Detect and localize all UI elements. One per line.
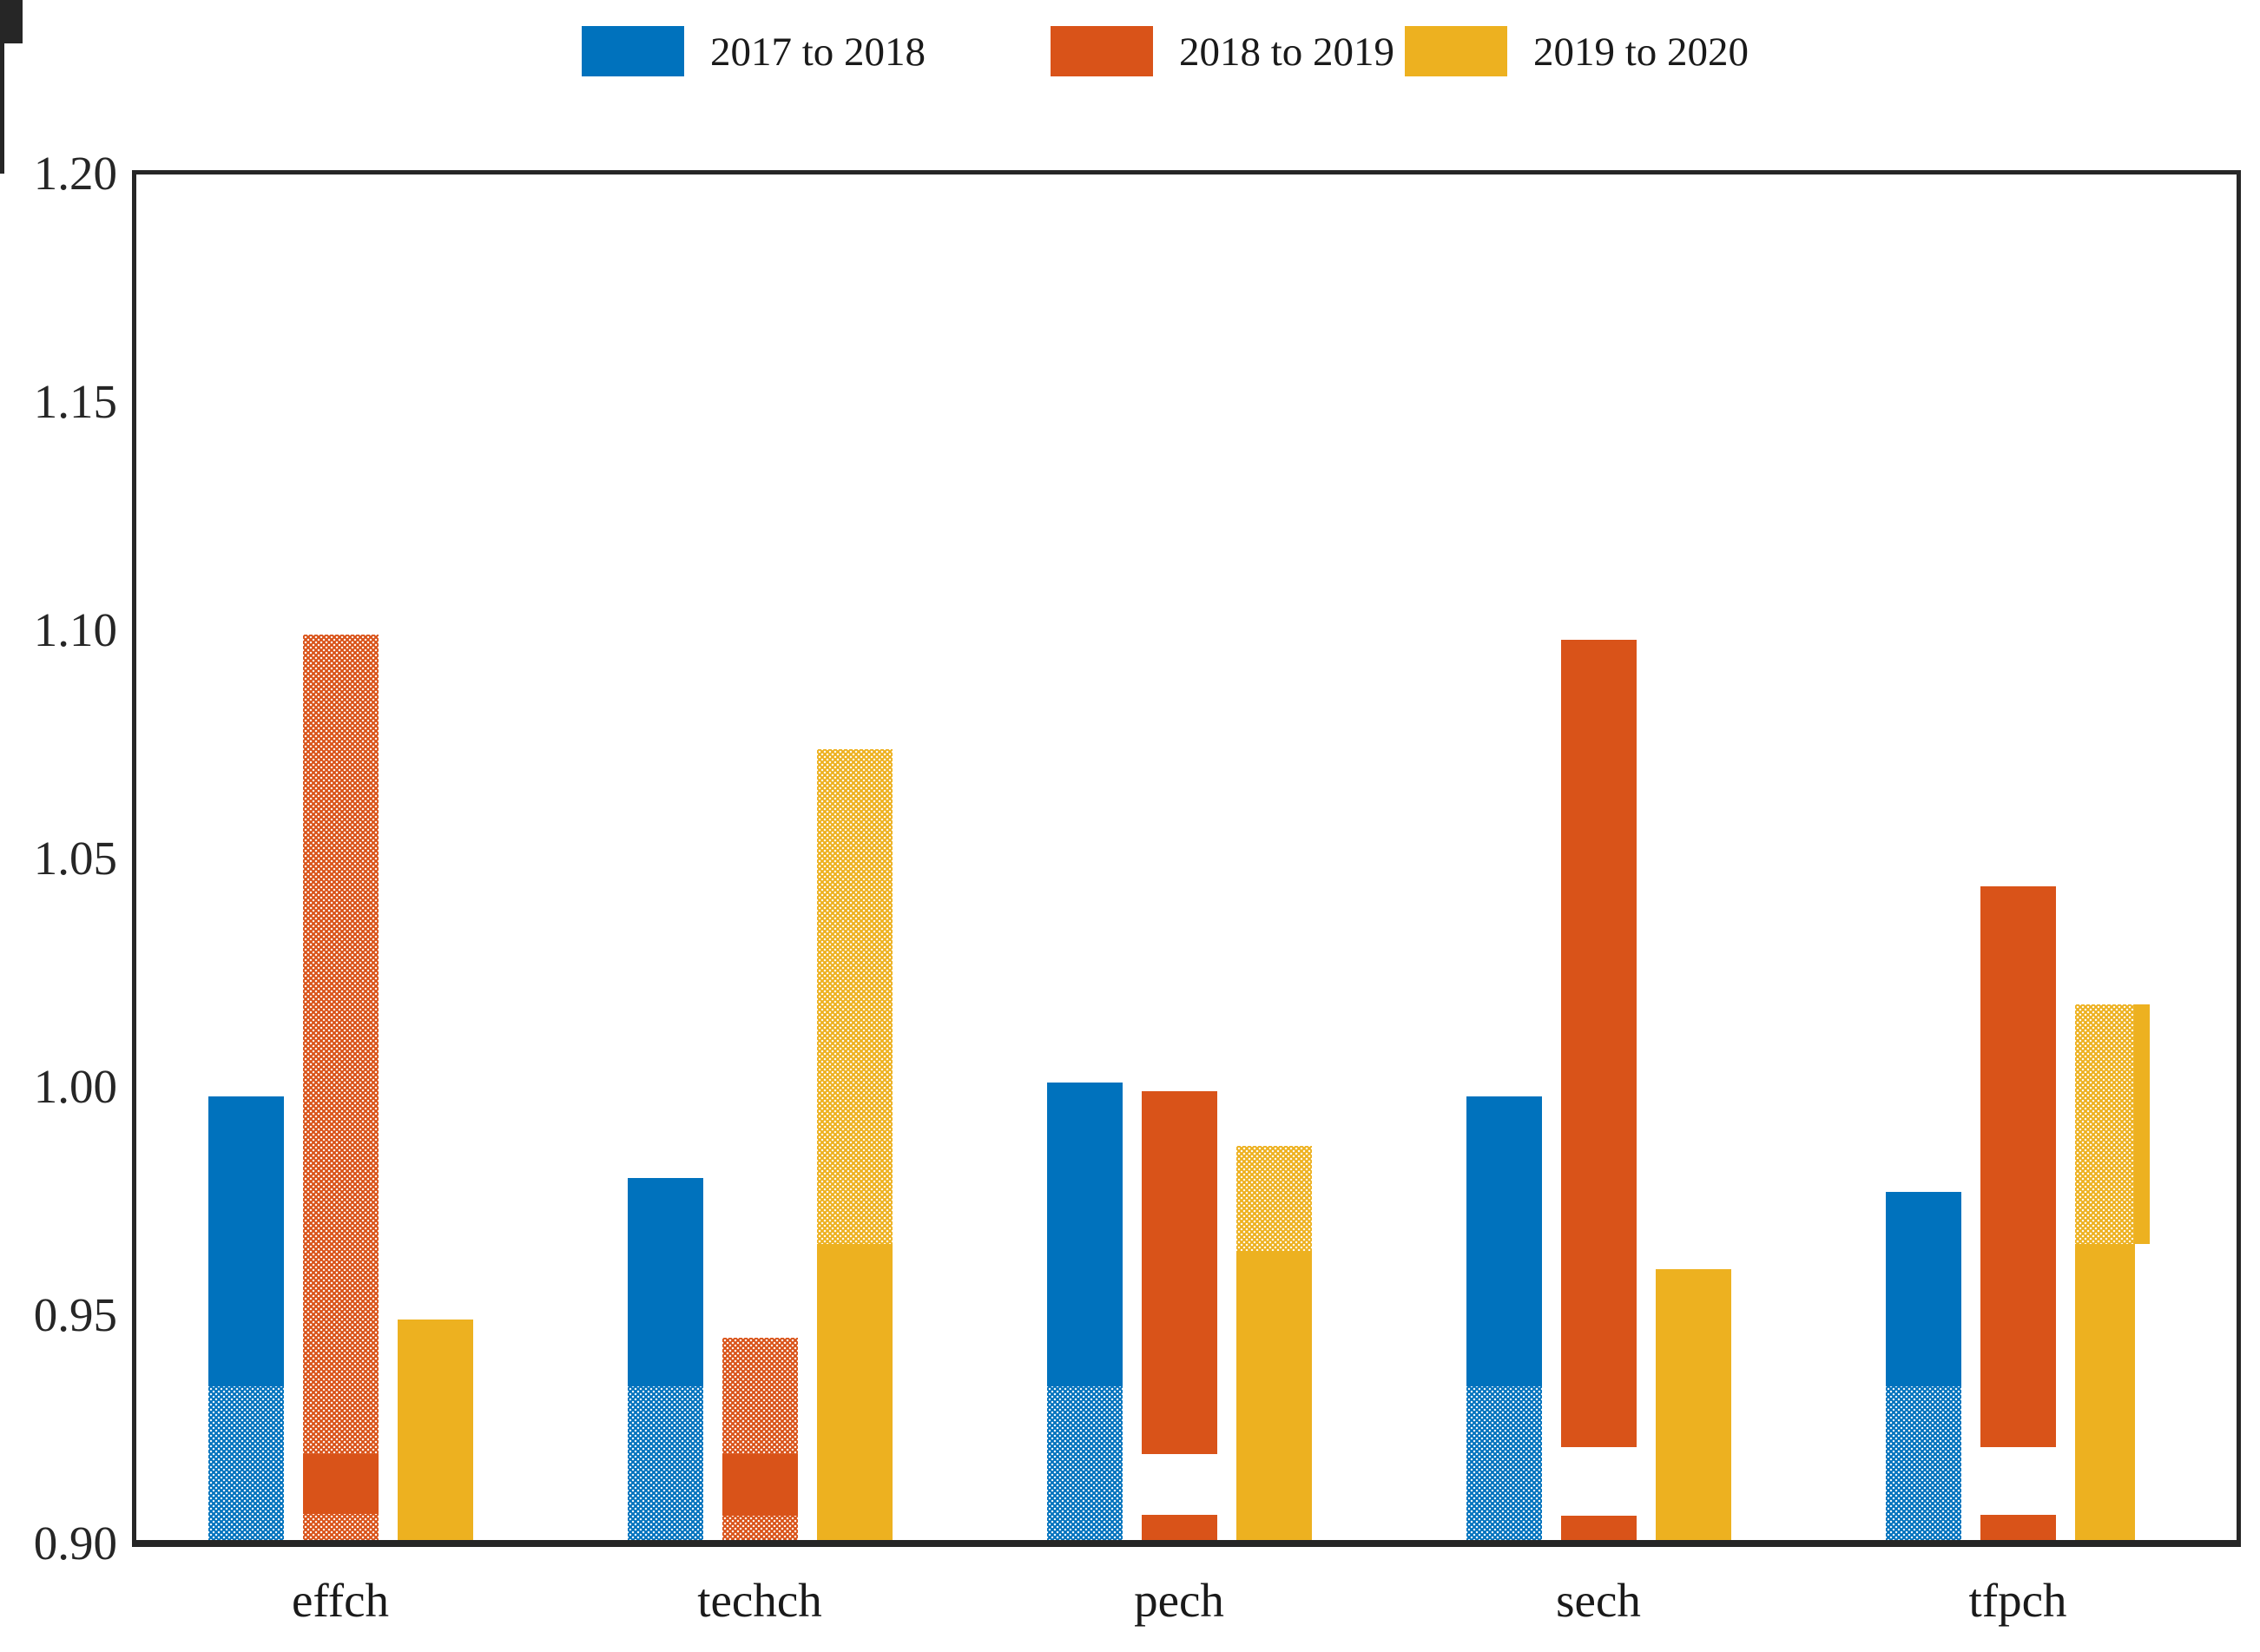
- bar-techch-2018-to-2019-segment: [721, 1338, 798, 1455]
- y-tick-mark-right: [0, 30, 23, 35]
- bar-techch-2017-to-2018-segment: [627, 1385, 703, 1543]
- legend-swatch-2019-to-2020: [1405, 26, 1507, 76]
- y-tick-label: 1.10: [33, 603, 117, 656]
- x-tick-mark: [0, 43, 4, 69]
- legend: 2017 to 2018 2018 to 2019 2019 to 2020: [0, 0, 2260, 104]
- y-tick-mark-right: [0, 4, 23, 9]
- y-tick-label: 0.95: [33, 1288, 117, 1341]
- x-category-label: effch: [292, 1574, 389, 1627]
- bar-techch-2019-to-2020-segment: [816, 1244, 893, 1543]
- y-tick-mark-right: [0, 22, 23, 26]
- x-tick-mark: [0, 122, 4, 148]
- bar-effch-2018-to-2019-segment: [302, 1454, 379, 1514]
- bar-techch-2019-to-2020-segment: [816, 748, 893, 1245]
- bar-tfpch-2018-to-2019-segment: [1980, 885, 2056, 1447]
- ticks-layer: [0, 0, 2260, 174]
- legend-swatch-2018-to-2019: [1051, 26, 1153, 76]
- bar-effch-2017-to-2018-segment: [208, 1096, 284, 1386]
- y-tick-mark-left: [0, 17, 23, 22]
- bar-techch-2017-to-2018-segment: [627, 1178, 703, 1386]
- y-tick-mark-left: [0, 9, 23, 13]
- bar-sech-2017-to-2018-segment: [1466, 1385, 1542, 1543]
- bar-tfpch-2018-to-2019-segment: [1980, 1514, 2056, 1543]
- bar-effch-2019-to-2020-segment: [397, 1320, 473, 1543]
- bar-pech-2019-to-2020-segment: [1235, 1146, 1312, 1252]
- x-category-label: sech: [1556, 1574, 1641, 1627]
- bar-techch-2018-to-2019-segment: [721, 1454, 798, 1517]
- x-tick-mark: [0, 69, 4, 95]
- bar-pech-2019-to-2020-segment: [1235, 1251, 1312, 1543]
- y-tick-mark-left: [0, 26, 23, 30]
- bar-sech-2017-to-2018-segment: [1466, 1096, 1542, 1386]
- x-category-label: pech: [1134, 1574, 1224, 1627]
- y-tick-mark-right: [0, 39, 23, 43]
- x-tick-mark: [0, 95, 4, 122]
- y-tick-label: 1.20: [33, 147, 117, 200]
- bar-pech-2017-to-2018-segment: [1046, 1385, 1123, 1543]
- bar-tfpch-2019-to-2020-segment: [2074, 1004, 2136, 1245]
- bar-effch-2017-to-2018-segment: [208, 1385, 284, 1543]
- y-tick-label: 1.05: [33, 832, 117, 885]
- bar-tfpch-2017-to-2018-segment: [1885, 1385, 1961, 1543]
- y-tick-label: 1.00: [33, 1060, 117, 1113]
- bar-pech-2017-to-2018-segment: [1046, 1082, 1123, 1386]
- y-tick-label: 1.15: [33, 375, 117, 428]
- x-category-label: tfpch: [1968, 1574, 2067, 1627]
- bar-pech-2018-to-2019-segment: [1141, 1514, 1217, 1543]
- x-tick-mark: [0, 148, 4, 174]
- y-tick-mark-right: [0, 13, 23, 17]
- x-category-label: techch: [697, 1574, 822, 1627]
- bar-pech-2018-to-2019-segment: [1141, 1091, 1217, 1454]
- x-axis-line: [132, 1540, 2241, 1547]
- bar-effch-2018-to-2019-segment: [302, 635, 379, 1455]
- bar-tfpch-2017-to-2018-segment: [1885, 1191, 1961, 1386]
- bar-sech-2019-to-2020-segment: [1655, 1269, 1731, 1543]
- legend-label: 2017 to 2018: [710, 30, 926, 75]
- bar-sech-2018-to-2019-segment: [1560, 639, 1637, 1447]
- bar-tfpch-extra-segment: [2134, 1004, 2151, 1245]
- bar-sech-2018-to-2019-segment: [1560, 1515, 1637, 1543]
- y-tick-label: 0.90: [33, 1517, 117, 1570]
- y-tick-mark-left: [0, 0, 23, 4]
- legend-label: 2018 to 2019: [1179, 30, 1395, 75]
- legend-label: 2019 to 2020: [1533, 30, 1749, 75]
- bar-tfpch-2019-to-2020-segment: [2074, 1244, 2136, 1543]
- bar-effch-2018-to-2019-segment: [302, 1513, 379, 1543]
- legend-swatch-2017-to-2018: [582, 26, 684, 76]
- bar-techch-2018-to-2019-segment: [721, 1516, 798, 1543]
- y-tick-mark-left: [0, 35, 23, 39]
